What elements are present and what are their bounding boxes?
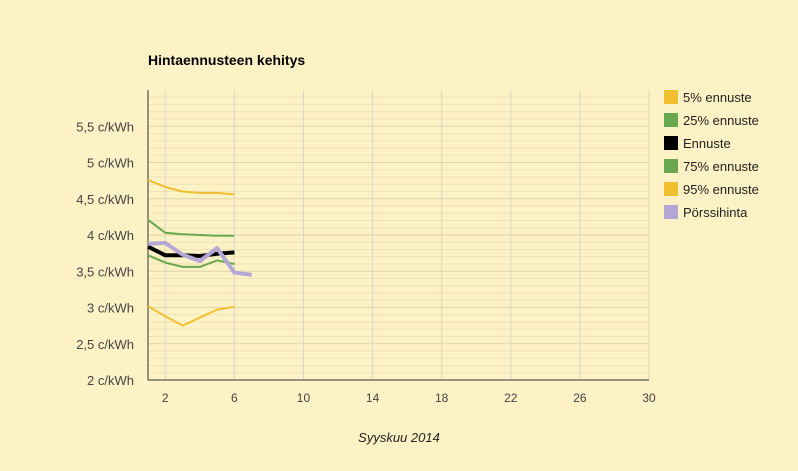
legend-swatch (664, 113, 678, 127)
series-line-p-rssihinta (147, 241, 252, 277)
legend: 5% ennuste 25% ennuste Ennuste 75% ennuste 9… (664, 90, 759, 220)
series-line-5-ennuste (147, 305, 235, 327)
y-tick-label: 4 c/kWh (87, 228, 134, 243)
y-tick-label: 2,5 c/kWh (76, 337, 134, 352)
x-tick-label: 2 (162, 391, 169, 405)
chart-title: Hintaennusteen kehitys (148, 52, 305, 68)
y-tick-label: 3 c/kWh (87, 301, 134, 316)
series-line-75-ennuste (147, 219, 235, 237)
gridlines (148, 90, 650, 380)
y-tick-label: 5,5 c/kWh (76, 119, 134, 134)
y-tick-label: 2 c/kWh (87, 373, 134, 388)
series-line-25-ennuste (147, 254, 235, 268)
x-tick-label: 30 (642, 391, 656, 405)
y-tick-label: 4,5 c/kWh (76, 192, 134, 207)
axes (147, 90, 649, 381)
x-tick-label: 14 (366, 391, 380, 405)
series-line-95-ennuste (147, 178, 235, 196)
legend-swatch (664, 136, 678, 150)
legend-label: Ennuste (683, 136, 731, 151)
x-tick-label: 10 (297, 391, 311, 405)
tick-labels: 2 c/kWh 2,5 c/kWh 3 c/kWh 3,5 c/kWh 4 c/kWh 4… (76, 119, 656, 405)
x-tick-label: 18 (435, 391, 449, 405)
legend-label: 5% ennuste (683, 90, 752, 105)
x-tick-label: 26 (573, 391, 587, 405)
x-tick-label: 6 (231, 391, 238, 405)
legend-swatch (664, 90, 678, 104)
legend-label: Pörssihinta (683, 205, 748, 220)
legend-label: 25% ennuste (683, 113, 759, 128)
y-tick-label: 3,5 c/kWh (76, 264, 134, 279)
x-axis-label: Syyskuu 2014 (358, 430, 440, 445)
legend-label: 75% ennuste (683, 159, 759, 174)
x-tick-label: 22 (504, 391, 518, 405)
legend-label: 95% ennuste (683, 182, 759, 197)
legend-swatch (664, 182, 678, 196)
y-tick-label: 5 c/kWh (87, 156, 134, 171)
legend-swatch (664, 159, 678, 173)
legend-swatch (664, 205, 678, 219)
series-lines (147, 178, 252, 327)
